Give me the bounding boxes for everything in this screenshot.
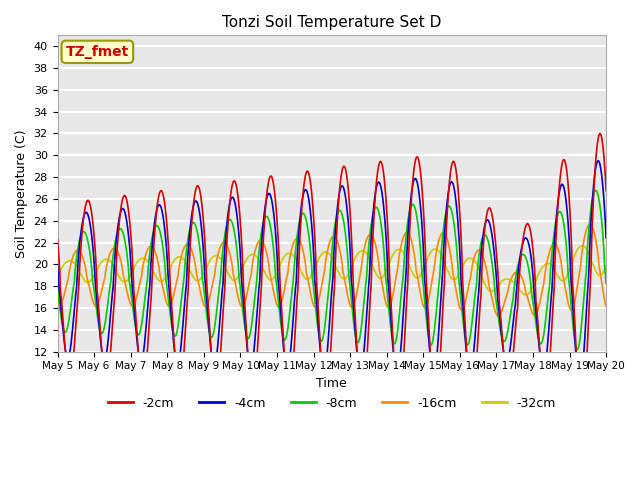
Title: Tonzi Soil Temperature Set D: Tonzi Soil Temperature Set D (222, 15, 442, 30)
Legend: -2cm, -4cm, -8cm, -16cm, -32cm: -2cm, -4cm, -8cm, -16cm, -32cm (102, 392, 561, 415)
X-axis label: Time: Time (316, 377, 348, 390)
Y-axis label: Soil Temperature (C): Soil Temperature (C) (15, 129, 28, 258)
Text: TZ_fmet: TZ_fmet (66, 45, 129, 59)
